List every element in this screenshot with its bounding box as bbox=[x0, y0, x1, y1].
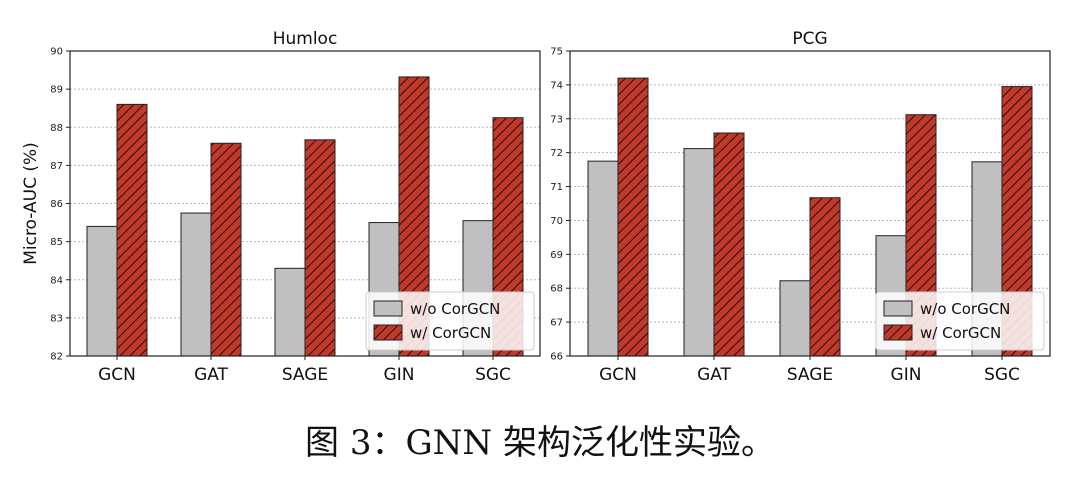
y-tick-label: 67 bbox=[550, 318, 563, 329]
y-tick-label: 69 bbox=[550, 250, 563, 261]
plot-frame bbox=[569, 50, 1051, 357]
figure-caption: 图 3：GNN 架构泛化性实验。 bbox=[305, 423, 775, 463]
bar-without-corgcn bbox=[180, 212, 212, 357]
y-tick-label: 89 bbox=[50, 85, 63, 96]
x-tick-label: GAT bbox=[697, 365, 731, 385]
chart-panel-1: 82 83 84 85 86 87 88 89 90 GCN GAT SAGE GIN SGC Humloc… bbox=[21, 29, 541, 385]
legend-swatch-with bbox=[883, 324, 913, 341]
x-tick-label: SGC bbox=[475, 365, 511, 385]
legend-swatch-with bbox=[373, 324, 403, 341]
bar-without-corgcn bbox=[86, 225, 118, 357]
x-tick-label: GAT bbox=[194, 365, 228, 385]
bar-without-corgcn bbox=[779, 280, 811, 357]
y-axis-label: Micro-AUC (%) bbox=[21, 142, 41, 265]
y-tick-label: 74 bbox=[550, 80, 563, 91]
y-tick-label: 72 bbox=[550, 148, 563, 159]
y-tick-label: 84 bbox=[50, 275, 63, 286]
bar-with-corgcn bbox=[116, 103, 148, 357]
legend-label: w/ CorGCN bbox=[920, 324, 1001, 342]
legend-swatch-without bbox=[373, 300, 403, 317]
x-tick-label: SAGE bbox=[787, 365, 833, 385]
bar-without-corgcn bbox=[587, 160, 619, 357]
legend-label: w/ CorGCN bbox=[410, 324, 491, 342]
y-tick-label: 86 bbox=[50, 199, 63, 210]
bar-with-corgcn bbox=[713, 132, 745, 357]
y-tick-label: 85 bbox=[50, 237, 63, 248]
chart-title: Humloc bbox=[273, 29, 338, 49]
chart-title: PCG bbox=[792, 29, 827, 49]
legend-label: w/o CorGCN bbox=[410, 300, 500, 318]
legend: w/o CorGCN w/ CorGCN bbox=[875, 291, 1045, 351]
y-tick-label: 73 bbox=[550, 114, 563, 125]
x-tick-label: GCN bbox=[98, 365, 136, 385]
y-tick-label: 66 bbox=[550, 352, 563, 363]
bar-with-corgcn bbox=[304, 139, 336, 357]
y-tick-label: 75 bbox=[550, 47, 563, 58]
bar-without-corgcn bbox=[683, 148, 715, 357]
legend-label: w/o CorGCN bbox=[920, 300, 1010, 318]
legend: w/o CorGCN w/ CorGCN bbox=[365, 291, 535, 351]
y-tick-label: 68 bbox=[550, 284, 563, 295]
plot-frame bbox=[69, 50, 541, 357]
bar-with-corgcn bbox=[210, 142, 242, 357]
bar-with-corgcn bbox=[809, 197, 841, 357]
y-tick-label: 71 bbox=[550, 182, 563, 193]
legend-box bbox=[875, 291, 1045, 351]
bar-with-corgcn bbox=[617, 77, 649, 357]
y-tick-label: 90 bbox=[50, 47, 63, 58]
y-tick-label: 82 bbox=[50, 352, 63, 363]
x-tick-label: GIN bbox=[891, 365, 922, 385]
x-tick-label: SGC bbox=[984, 365, 1020, 385]
x-tick-label: SAGE bbox=[282, 365, 328, 385]
legend-swatch-without bbox=[883, 300, 913, 317]
y-tick-label: 88 bbox=[50, 123, 63, 134]
x-tick-label: GCN bbox=[599, 365, 637, 385]
chart-panel-2: 66 67 68 69 70 71 72 73 74 75 GCN GAT SAGE GIN SGC PCG w… bbox=[550, 29, 1051, 385]
figure: 82 83 84 85 86 87 88 89 90 GCN GAT SAGE GIN SGC Humloc… bbox=[21, 29, 1051, 385]
legend-box bbox=[365, 291, 535, 351]
x-tick-label: GIN bbox=[384, 365, 415, 385]
y-tick-label: 83 bbox=[50, 313, 63, 324]
y-tick-label: 70 bbox=[550, 216, 563, 227]
y-tick-label: 87 bbox=[50, 161, 63, 172]
bar-without-corgcn bbox=[274, 267, 306, 357]
